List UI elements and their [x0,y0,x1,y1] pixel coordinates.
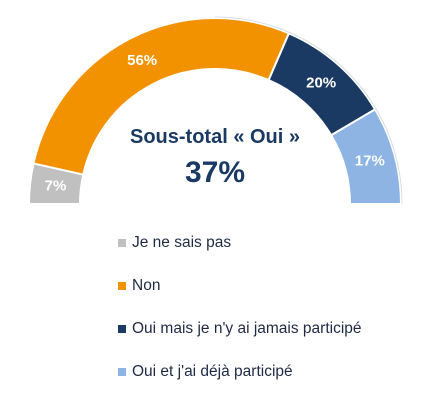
center-subtotal-value: 37% [185,156,245,189]
chart-legend: Je ne sais pas Non Oui mais je n'y ai jama… [118,234,362,380]
chart-value-labels: 7% 56% 20% 17% [45,52,385,194]
value-label-je-ne-sais-pas: 7% [45,177,67,194]
legend-swatch-oui-jamais-participe [118,325,126,333]
legend-label-non: Non [132,277,160,294]
value-label-oui-jamais-participe: 20% [306,75,336,92]
value-label-oui-deja-participe: 17% [355,153,385,170]
legend-swatch-non [118,282,126,290]
legend-swatch-oui-deja-participe [118,368,126,376]
legend-label-oui-jamais-participe: Oui mais je n'y ai jamais participé [132,320,362,337]
legend-label-oui-deja-participe: Oui et j'ai déjà participé [132,363,293,380]
segment-oui-deja-participe [329,107,403,205]
legend-label-je-ne-sais-pas: Je ne sais pas [132,234,231,251]
value-label-non: 56% [127,52,157,69]
segment-non [32,17,291,176]
legend-swatch-je-ne-sais-pas [118,239,126,247]
chart-segments [27,16,403,205]
arc-outline [214,16,403,205]
center-subtotal-title: Sous-total « Oui » [130,126,300,148]
